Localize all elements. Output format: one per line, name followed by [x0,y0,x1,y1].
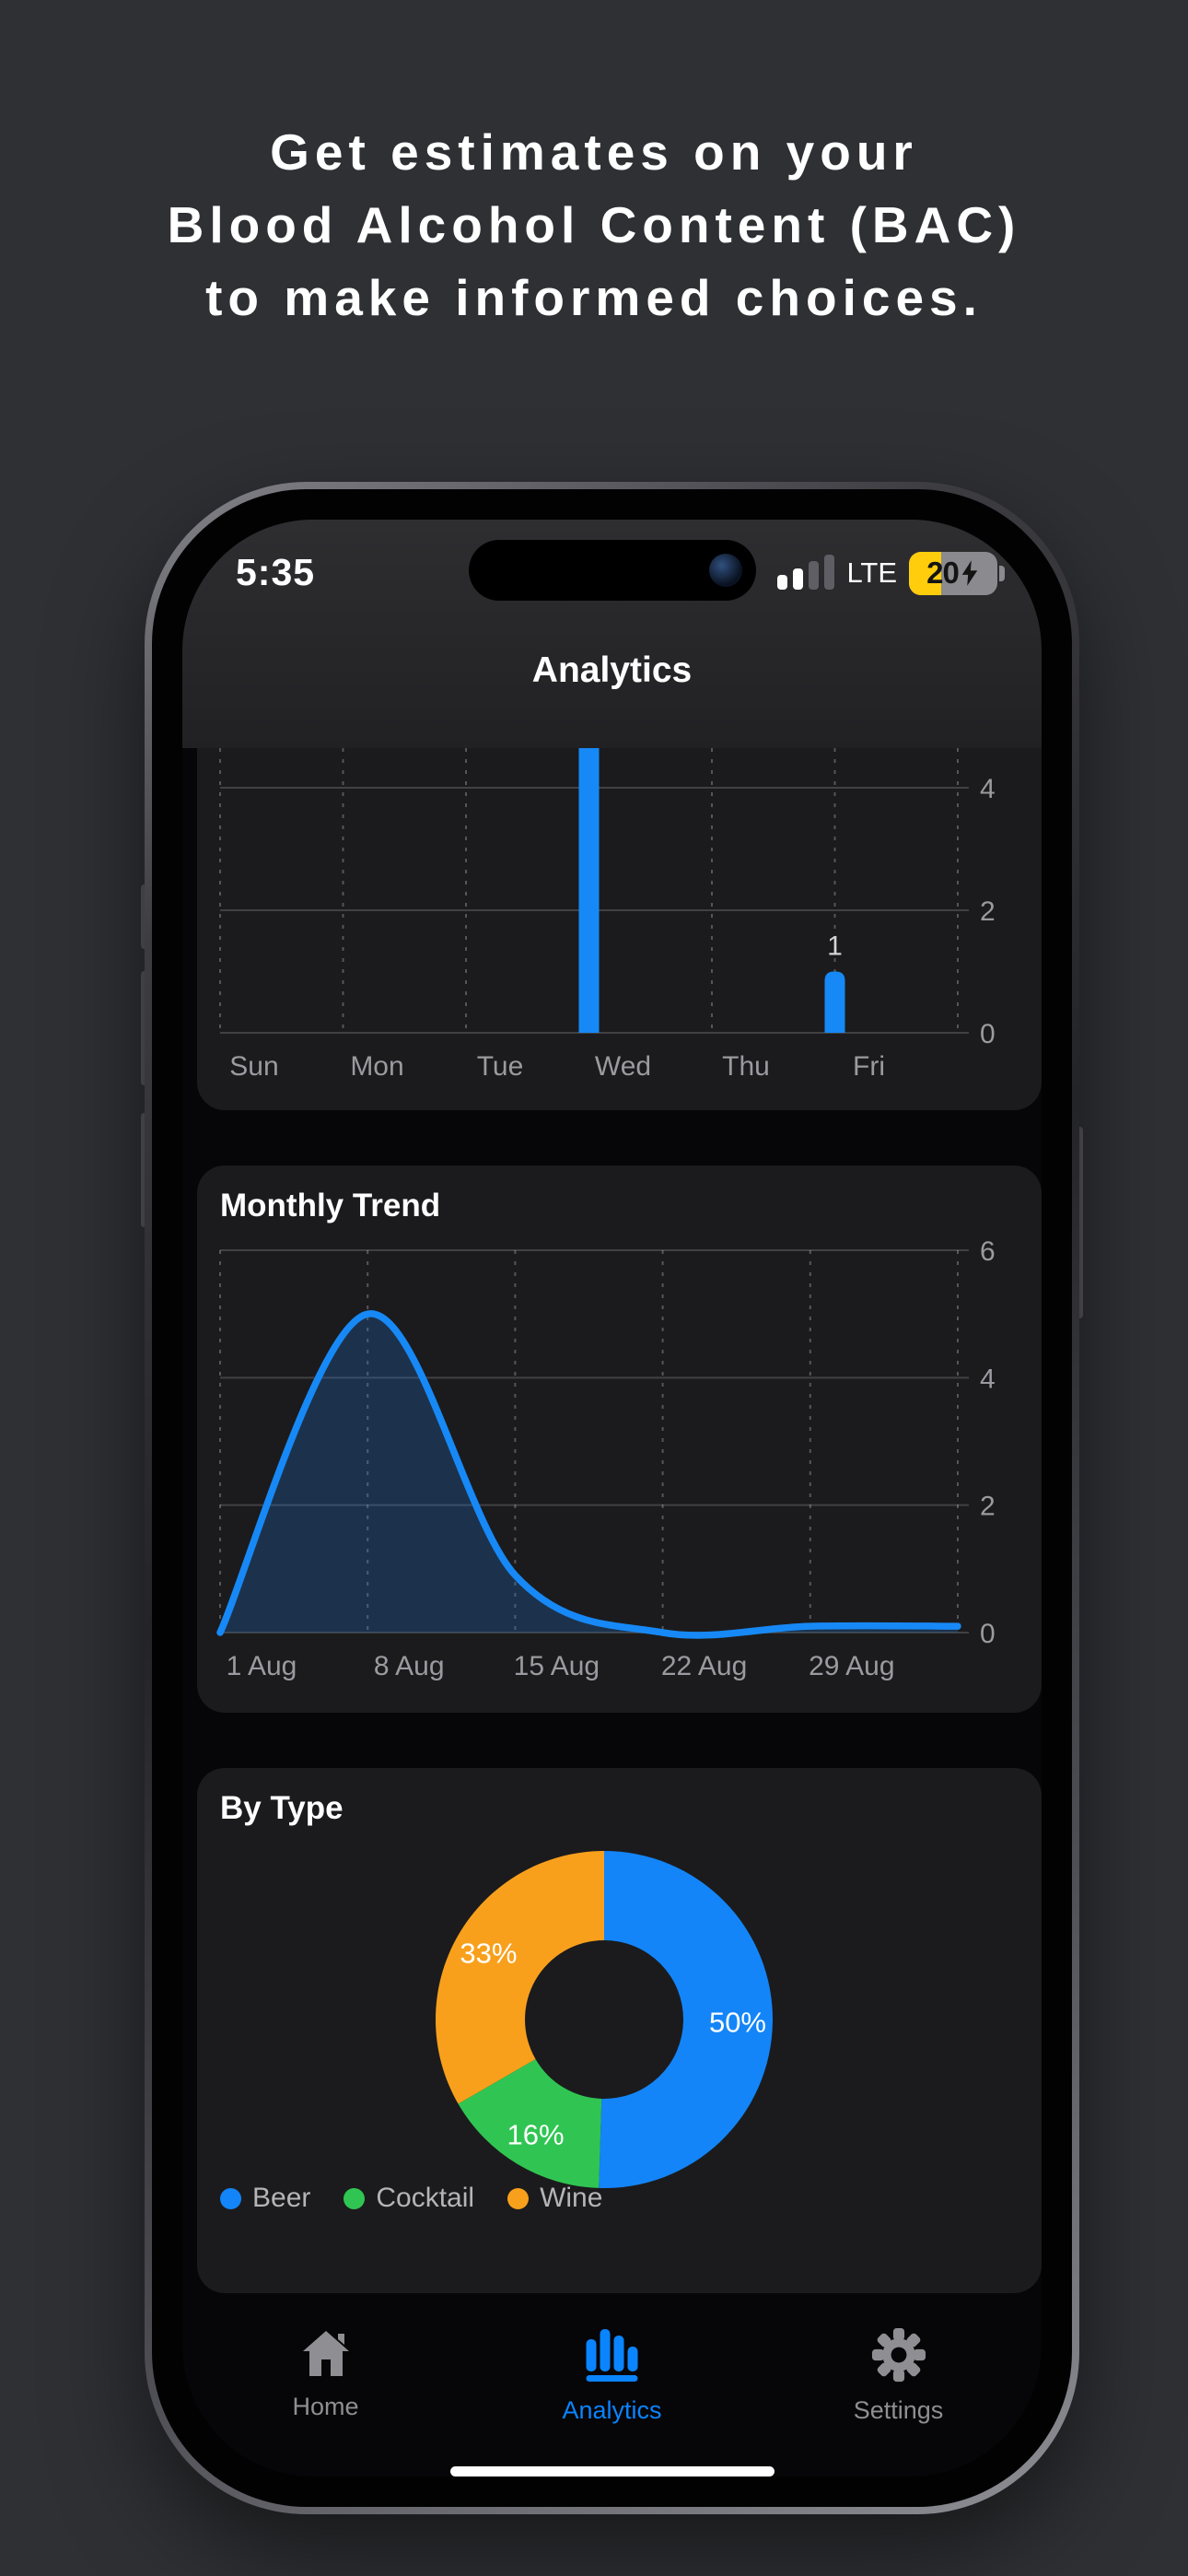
phone-frame: 5:35 LTE [145,482,1079,2514]
nav-header: 5:35 LTE [182,520,1042,748]
tab-label-home: Home [292,2393,359,2420]
legend-dot-cocktail [344,2187,366,2209]
tab-item-analytics[interactable]: Analytics [469,2314,755,2453]
battery-cap [999,565,1005,581]
weekly-bar-chart: 02451SunMonTueWedThuFri [219,748,996,1082]
headline: Get estimates on your Blood Alcohol Cont… [0,116,1188,334]
headline-line-2: Blood Alcohol Content (BAC) [167,196,1021,253]
page-title: Analytics [531,650,693,690]
legend-item-beer: Beer [220,2183,310,2214]
axis-label: Fri [853,1051,885,1082]
tab-label-settings: Settings [853,2396,944,2424]
network-type-label: LTE [846,556,897,589]
weekly-chart-card: 02451SunMonTueWedThuFri [197,748,1042,1110]
bar-wed [578,748,600,1033]
volume-up-button [141,971,147,1085]
legend-dot-wine [507,2187,530,2209]
tab-label-analytics: Analytics [562,2396,662,2424]
donut-slice-cocktail [458,2059,602,2188]
bar-fri [824,971,845,1033]
donut-slice-wine [436,1851,604,2104]
slice-percent-label: 50% [709,2006,766,2038]
axis-label: 0 [980,1019,996,1049]
axis-label: 6 [980,1236,996,1267]
monthly-trend-title: Monthly Trend [220,1188,441,1224]
gear-icon [871,2327,926,2387]
tab-item-home[interactable]: Home [182,2314,469,2453]
tab-item-settings[interactable]: Settings [755,2314,1042,2453]
axis-label: Wed [595,1051,651,1082]
home-indicator[interactable] [449,2466,775,2476]
axis-label: 15 Aug [514,1651,600,1681]
axis-label: 2 [980,896,996,927]
battery-indicator: 20 [909,551,1005,595]
axis-label: 29 Aug [809,1651,894,1681]
charging-bolt-icon [961,560,978,586]
legend-item-cocktail: Cocktail [344,2183,474,2214]
axis-label: 8 Aug [374,1651,445,1681]
dynamic-island [468,540,756,601]
trend-line [216,1310,961,1639]
battery-percent: 20 [926,556,960,590]
axis-label: Sun [229,1051,278,1082]
legend-label-wine: Wine [540,2183,603,2213]
axis-label: Tue [477,1051,524,1082]
power-button [1077,1127,1083,1318]
status-icons: LTE 20 [777,549,1005,597]
slice-percent-label: 16% [507,2118,564,2150]
phone-mockup: 5:35 LTE [141,482,1083,2514]
donut-slice-beer [599,1851,773,2188]
trend-area [220,1313,958,1635]
headline-line-3: to make informed choices. [205,269,983,326]
scroll-content: 02451SunMonTueWedThuFri Monthly Trend 02… [182,748,1042,2476]
status-time: 5:35 [236,551,316,593]
axis-label: 4 [980,774,996,804]
axis-label: Thu [722,1051,770,1082]
home-icon [299,2327,353,2383]
tab-bar: Home [182,2314,1042,2453]
signal-strength-icon [777,553,835,594]
axis-label: 0 [980,1619,996,1649]
legend-dot-beer [220,2187,241,2209]
headline-line-1: Get estimates on your [270,123,918,181]
axis-label: 2 [980,1492,996,1522]
by-type-title: By Type [220,1790,344,1826]
monthly-trend-chart: 0 2 4 6 1 Aug 8 Aug 15 Aug 22 Aug 29 Aug [216,1236,996,1681]
bar-value-label: 1 [827,931,843,962]
slice-percent-label: 33% [460,1938,517,1970]
action-button [141,884,147,949]
volume-down-button [141,1113,147,1227]
legend-item-wine: Wine [507,2183,602,2214]
axis-label: 1 Aug [227,1651,297,1681]
axis-label: 4 [980,1364,996,1394]
axis-label: 22 Aug [661,1651,747,1681]
by-type-card: By Type 50% 16% 33% Beer Cocktail Wine [197,1768,1042,2293]
axis-label: Mon [350,1051,403,1082]
phone-bezel: 5:35 LTE [152,489,1072,2507]
front-camera-icon [708,554,742,587]
legend-label-beer: Beer [252,2183,311,2213]
monthly-trend-card: Monthly Trend 0 2 4 6 1 Aug 8 Aug 15 Aug 22 Aug… [197,1165,1042,1713]
battery-fill [909,551,941,595]
donut-chart: 50% 16% 33% [436,1851,773,2188]
legend-label-cocktail: Cocktail [376,2183,475,2213]
bar-chart-icon [585,2327,640,2387]
donut-legend: Beer Cocktail Wine [220,2183,602,2214]
phone-screen: 5:35 LTE [182,520,1042,2476]
